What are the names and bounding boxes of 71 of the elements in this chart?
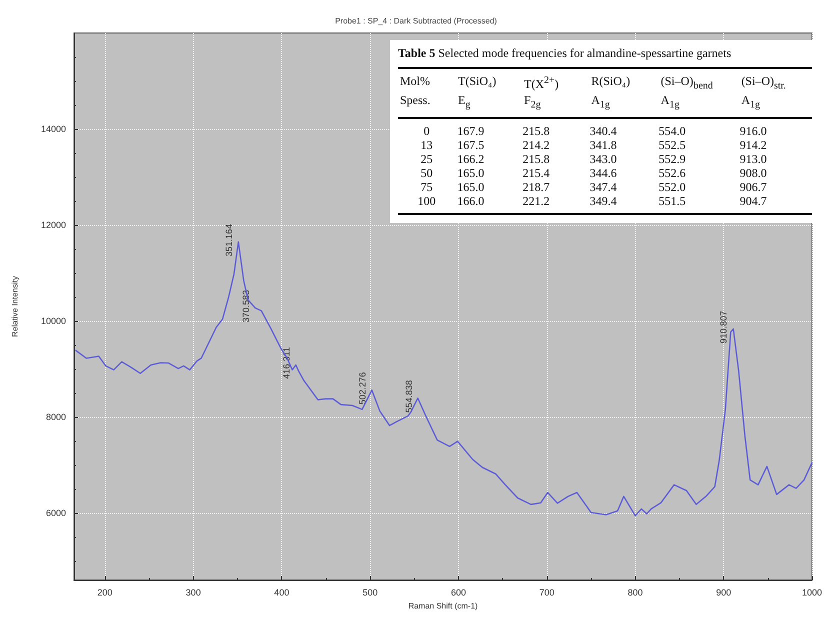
annotation: 552.5	[658, 138, 687, 152]
annotation: R(SiO₄)	[590, 74, 632, 90]
annotation: A$_{1g}$	[660, 93, 680, 113]
text: Table 5 Selected mode frequencies for almandine-spessartine garnets	[398, 46, 732, 61]
annotation: 344.6	[588, 166, 618, 180]
y-axis-title: Relative Intensity	[10, 276, 20, 337]
annotation: 347.4	[588, 180, 618, 194]
annotation: 552.0	[658, 180, 687, 194]
annotation: 341.8	[588, 138, 618, 152]
x-tick-label: 1000	[802, 588, 822, 598]
annotation: 0	[422, 124, 431, 138]
annotation: 215.8	[522, 152, 551, 166]
annotation: E$_{g}$	[457, 93, 472, 113]
annotation: 906.7	[738, 180, 768, 194]
annotation: 908.0	[738, 166, 768, 180]
annotation: 167.9	[456, 124, 486, 138]
chart-title: Probe1 : SP_4 : Dark Subtracted (Processed)	[335, 16, 498, 26]
annotation: 50	[420, 166, 434, 180]
annotation: 916.0	[738, 124, 768, 138]
annotation: 25	[420, 152, 434, 166]
annotation: T(SiO₄)	[457, 74, 498, 90]
annotation: A$_{1g}$	[590, 93, 611, 113]
annotation: Mol%	[399, 74, 431, 90]
y-tick-label: 10000	[40, 316, 66, 326]
annotation: 343.0	[588, 152, 618, 166]
x-tick-label: 200	[97, 588, 112, 598]
annotation: 349.4	[588, 194, 618, 208]
annotation: 167.5	[456, 138, 486, 152]
x-tick-label: 600	[450, 588, 466, 598]
annotation: (Si–O)$_{bend}$	[660, 74, 714, 94]
annotation: 554.838	[404, 380, 414, 413]
annotation: Spess.	[399, 93, 432, 110]
annotation: 913.0	[738, 152, 768, 166]
annotation: 340.4	[588, 124, 618, 138]
annotation: 370.583	[241, 290, 252, 322]
annotation: 502.276	[358, 372, 368, 405]
annotation: 551.5	[658, 194, 687, 208]
annotation: 215.8	[522, 124, 551, 138]
annotation: A$_{1g}$	[740, 93, 761, 113]
annotation: 214.2	[522, 138, 551, 152]
annotation: 13	[420, 138, 434, 152]
annotation: 552.9	[658, 152, 687, 166]
x-tick-label: 900	[716, 588, 732, 598]
annotation: 221.2	[522, 194, 551, 208]
annotation: 215.4	[522, 166, 551, 180]
annotation: 165.0	[456, 166, 486, 180]
annotation: 910.807	[718, 310, 729, 344]
annotation: F$_{2g}$	[523, 93, 542, 113]
annotation: 100	[416, 194, 437, 208]
annotation: 218.7	[522, 180, 551, 194]
y-tick-label: 6000	[46, 508, 66, 518]
annotation: 904.7	[738, 194, 768, 208]
x-axis-title: Raman Shift (cm-1)	[408, 602, 478, 610]
annotation: 166.0	[456, 194, 486, 208]
x-tick-label: 300	[186, 588, 201, 598]
x-tick-label: 500	[362, 588, 378, 598]
y-tick-label: 14000	[40, 124, 66, 134]
x-tick-label: 400	[274, 588, 290, 598]
y-tick-label: 12000	[40, 220, 66, 230]
annotation: (Si–O)$_{str.}$	[740, 74, 787, 94]
annotation: 166.2	[456, 152, 486, 166]
annotation: T(X$^{2+}$)	[523, 74, 560, 93]
annotation: 165.0	[456, 180, 486, 194]
annotation: 914.2	[738, 138, 768, 152]
x-tick-label: 700	[539, 588, 554, 598]
annotation: 351.164	[224, 224, 234, 256]
annotation: 552.6	[658, 166, 687, 180]
y-tick-label: 8000	[46, 412, 66, 422]
annotation: 554.0	[658, 124, 687, 138]
x-tick-label: 800	[628, 588, 643, 598]
annotation: 75	[420, 180, 434, 194]
